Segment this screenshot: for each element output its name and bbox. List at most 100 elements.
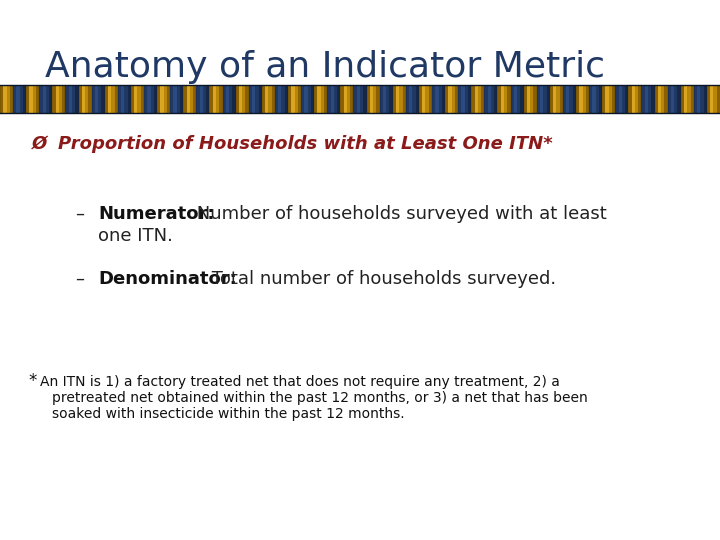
Bar xyxy=(589,85,593,113)
Bar xyxy=(341,85,343,113)
Bar xyxy=(284,85,288,113)
Bar xyxy=(449,85,451,113)
Bar xyxy=(595,85,599,113)
Bar xyxy=(334,85,337,113)
Bar xyxy=(199,85,203,113)
Bar xyxy=(559,85,563,113)
Bar xyxy=(504,85,508,113)
Bar xyxy=(49,85,53,113)
Bar xyxy=(76,85,78,113)
Bar xyxy=(157,85,161,113)
Bar xyxy=(514,85,517,113)
Bar xyxy=(550,85,553,113)
Bar xyxy=(163,85,167,113)
Bar xyxy=(330,85,334,113)
Bar xyxy=(379,85,383,113)
Bar xyxy=(616,85,618,113)
Bar xyxy=(570,85,572,113)
Bar xyxy=(184,85,186,113)
Bar xyxy=(95,85,98,113)
Bar xyxy=(458,85,462,113)
Text: –: – xyxy=(75,205,84,223)
Bar xyxy=(0,85,4,113)
Bar xyxy=(366,85,370,113)
Bar xyxy=(442,85,445,113)
Bar xyxy=(233,85,235,113)
Bar xyxy=(85,85,89,113)
Bar xyxy=(170,85,174,113)
Bar xyxy=(426,85,428,113)
Bar xyxy=(197,85,199,113)
Bar xyxy=(298,85,301,113)
Bar xyxy=(144,85,148,113)
Bar xyxy=(694,85,697,113)
Bar xyxy=(392,85,396,113)
Bar xyxy=(642,85,644,113)
Bar xyxy=(661,85,665,113)
Bar xyxy=(474,85,478,113)
Bar xyxy=(390,85,392,113)
Bar xyxy=(252,85,256,113)
Bar xyxy=(150,85,154,113)
Bar xyxy=(602,85,606,113)
Bar xyxy=(4,85,6,113)
Bar xyxy=(498,85,500,113)
Bar xyxy=(174,85,176,113)
Bar xyxy=(36,85,40,113)
Bar xyxy=(654,85,658,113)
Bar xyxy=(413,85,415,113)
Text: An ITN is 1) a factory treated net that does not require any treatment, 2) a: An ITN is 1) a factory treated net that … xyxy=(40,375,560,389)
Bar xyxy=(220,85,222,113)
Text: *: * xyxy=(28,372,37,390)
Bar xyxy=(472,85,474,113)
Bar xyxy=(665,85,667,113)
Bar xyxy=(134,85,138,113)
Bar xyxy=(13,85,17,113)
Bar xyxy=(265,85,269,113)
Bar xyxy=(521,85,523,113)
Bar xyxy=(688,85,690,113)
Bar xyxy=(278,85,282,113)
Bar xyxy=(612,85,616,113)
Bar xyxy=(193,85,197,113)
Bar xyxy=(17,85,19,113)
Bar xyxy=(314,85,318,113)
Bar xyxy=(82,85,85,113)
Bar xyxy=(356,85,360,113)
Bar xyxy=(91,85,95,113)
Bar xyxy=(386,85,390,113)
Bar xyxy=(563,85,566,113)
Bar xyxy=(324,85,328,113)
Bar xyxy=(66,85,68,113)
Bar xyxy=(248,85,252,113)
Bar xyxy=(517,85,521,113)
Bar xyxy=(258,85,262,113)
Bar xyxy=(557,85,559,113)
Bar xyxy=(455,85,458,113)
Bar xyxy=(582,85,586,113)
Bar xyxy=(10,85,13,113)
Bar xyxy=(432,85,436,113)
Bar xyxy=(396,85,400,113)
Bar xyxy=(671,85,674,113)
Bar xyxy=(40,85,42,113)
Bar xyxy=(481,85,485,113)
Bar xyxy=(138,85,140,113)
Bar xyxy=(154,85,157,113)
Bar xyxy=(599,85,602,113)
Bar xyxy=(186,85,190,113)
Bar xyxy=(210,85,212,113)
Bar xyxy=(487,85,491,113)
Bar xyxy=(26,85,30,113)
Text: –: – xyxy=(75,270,84,288)
Bar xyxy=(622,85,625,113)
Bar xyxy=(644,85,648,113)
Bar xyxy=(674,85,678,113)
Bar xyxy=(53,85,55,113)
Bar xyxy=(206,85,210,113)
Bar xyxy=(462,85,464,113)
Bar xyxy=(635,85,638,113)
Bar xyxy=(703,85,707,113)
Bar xyxy=(242,85,246,113)
Bar xyxy=(436,85,438,113)
